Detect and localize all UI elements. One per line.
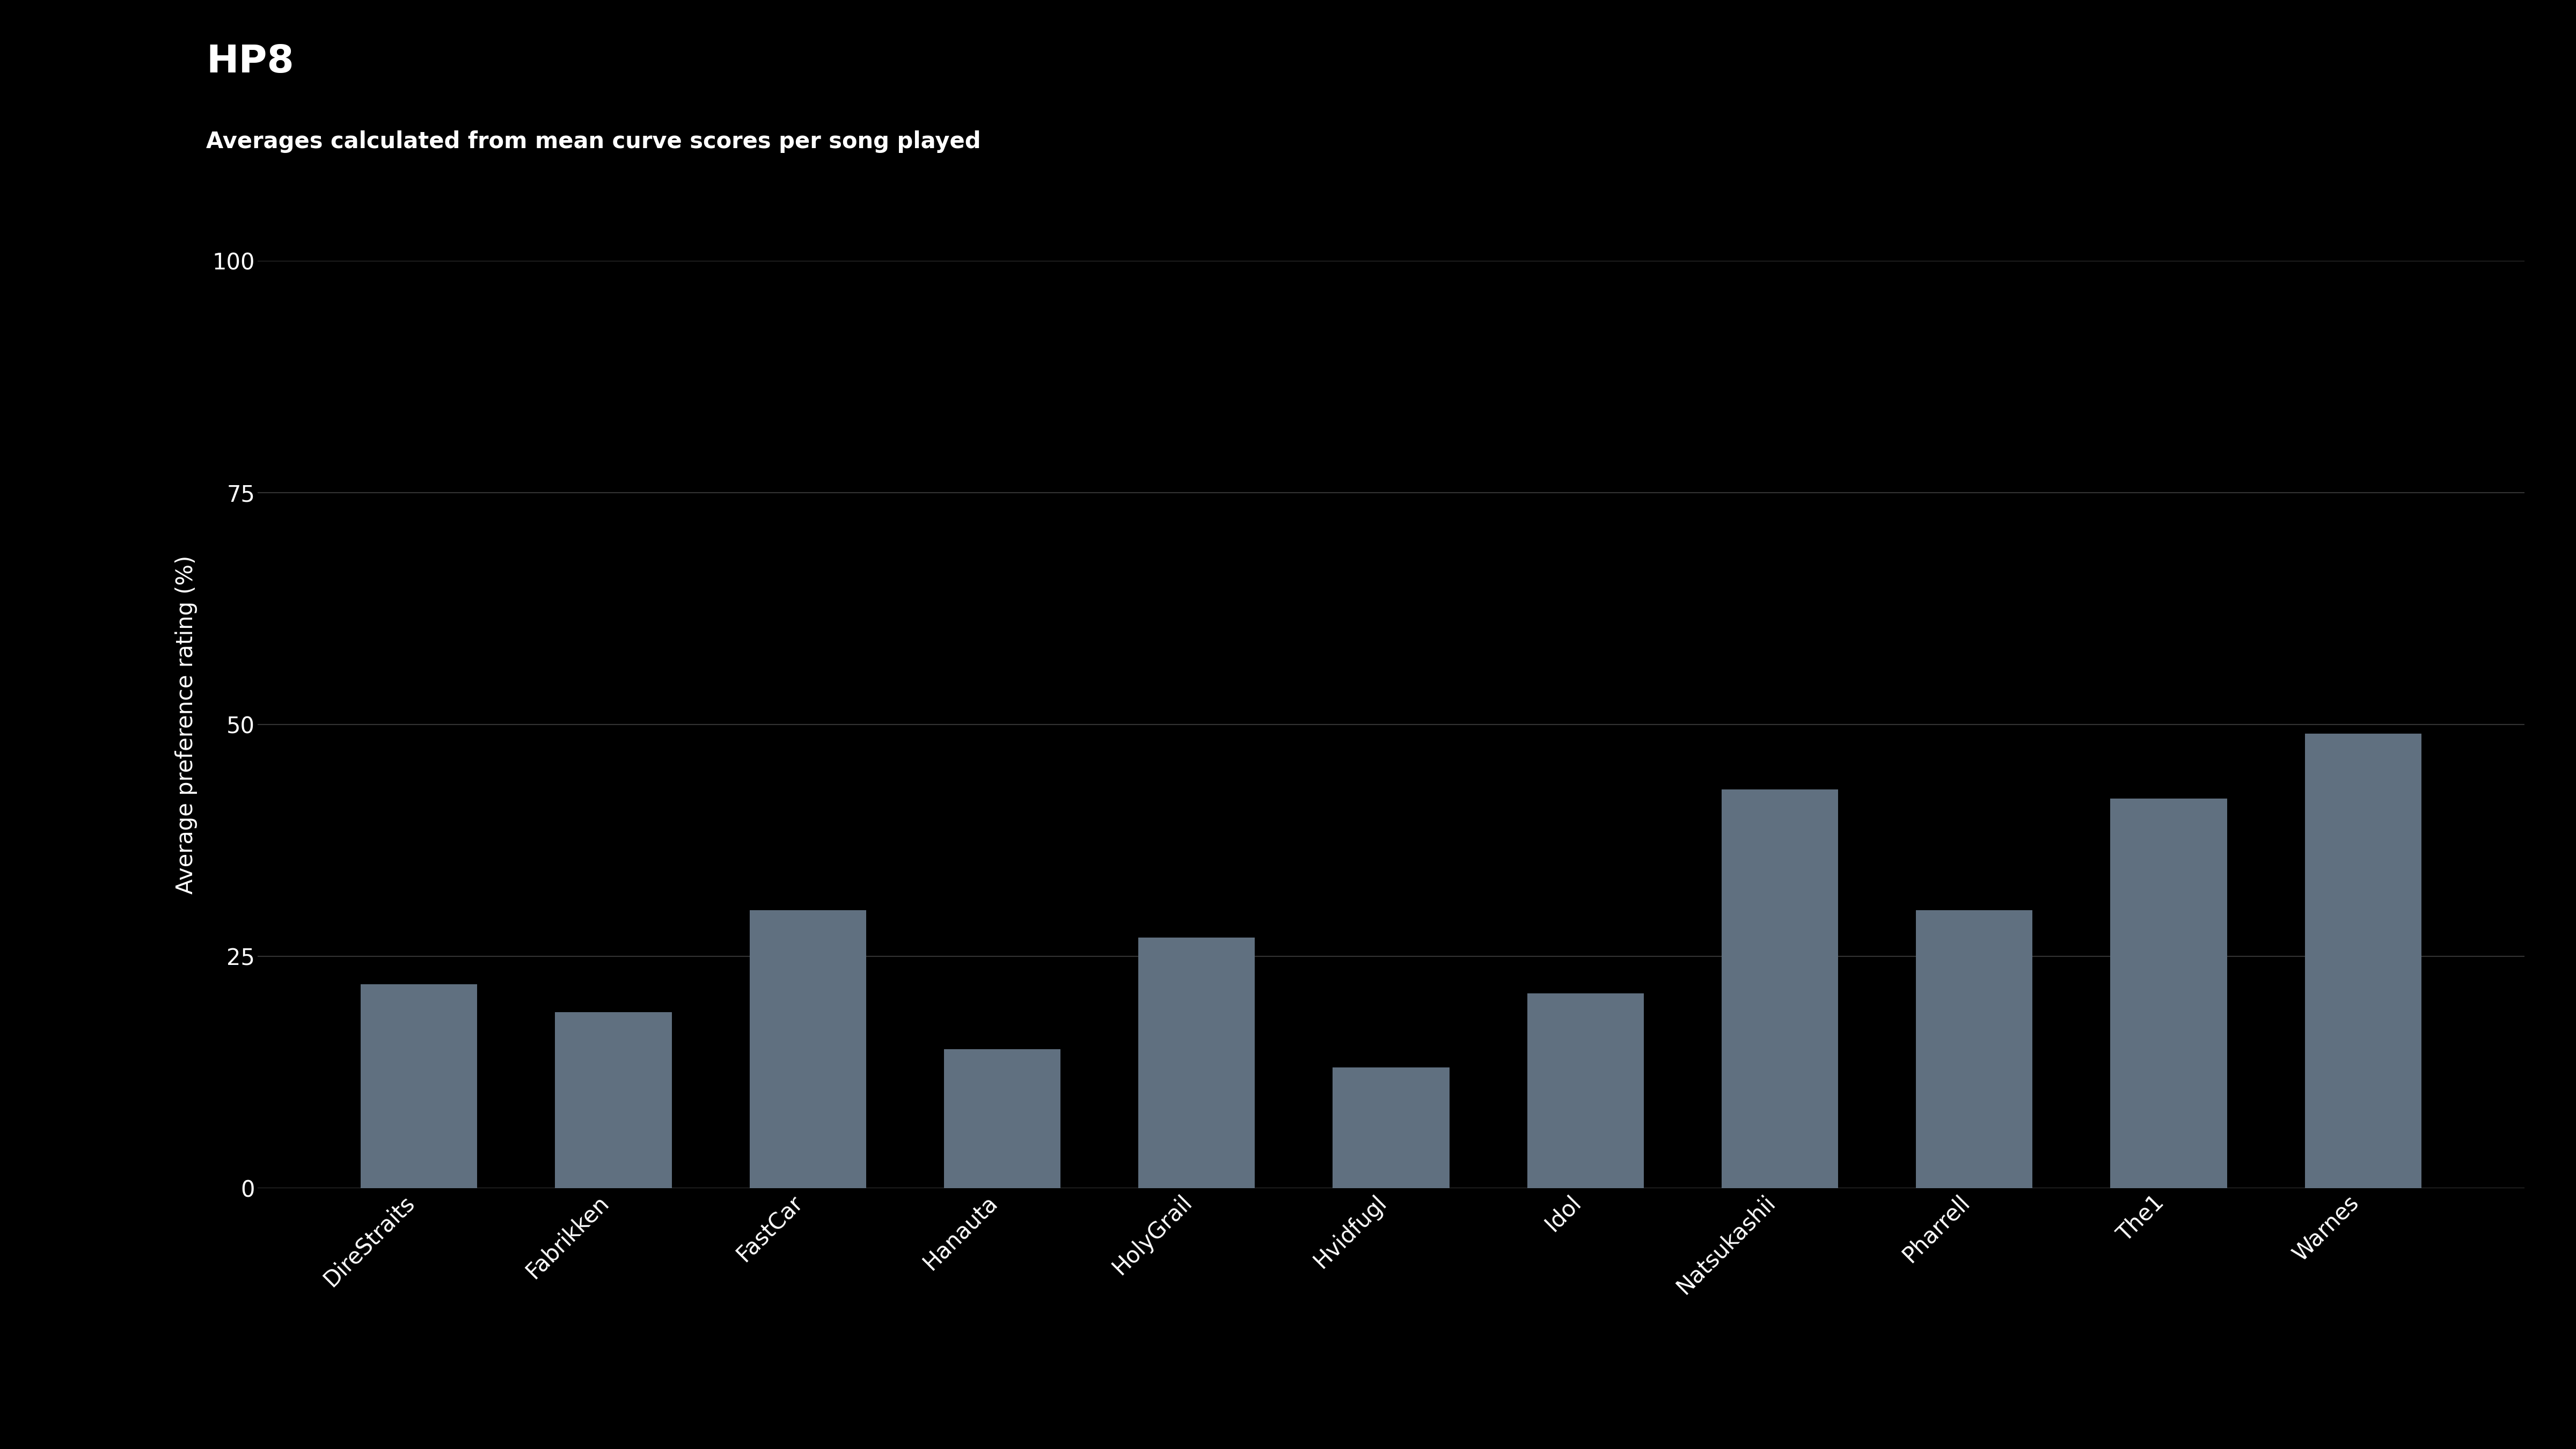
Bar <box>554 1011 672 1188</box>
Y-axis label: Average preference rating (%): Average preference rating (%) <box>175 555 198 894</box>
Bar <box>943 1049 1061 1188</box>
Bar <box>1332 1068 1450 1188</box>
Bar <box>1721 790 1839 1188</box>
Bar <box>1139 938 1255 1188</box>
Text: Averages calculated from mean curve scores per song played: Averages calculated from mean curve scor… <box>206 130 981 154</box>
Bar <box>750 910 866 1188</box>
Text: HP8: HP8 <box>206 43 294 81</box>
Bar <box>1528 994 1643 1188</box>
Bar <box>2110 798 2228 1188</box>
Bar <box>361 984 477 1188</box>
Bar <box>1917 910 2032 1188</box>
Bar <box>2306 733 2421 1188</box>
